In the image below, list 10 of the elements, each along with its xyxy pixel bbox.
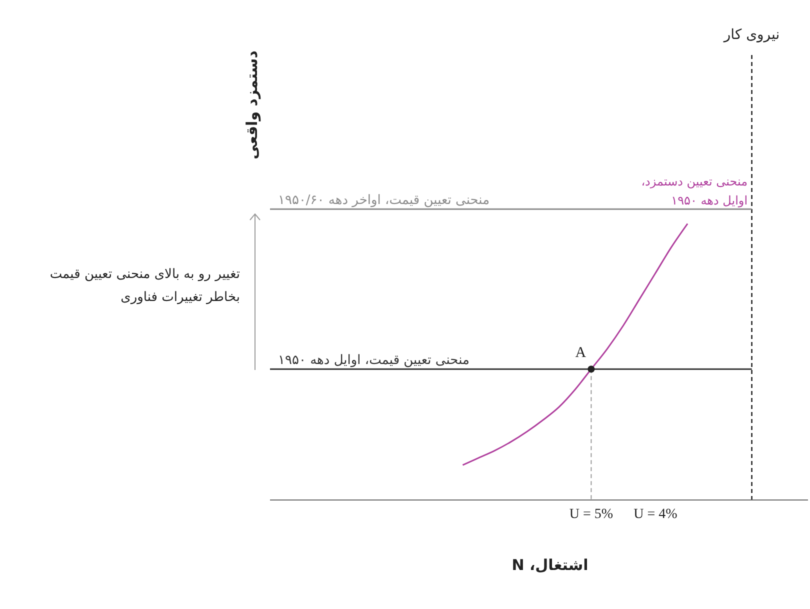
- text: تغییر رو به بالای منحنی تعیین قیمت بخاطر تغییرات فناوری: [48, 266, 240, 307]
- x-axis-title: اشتغال، N: [510, 556, 590, 574]
- annotation: A: [575, 345, 586, 362]
- text: منحنی تعیین دستمزد، اوایل دهه ۱۹۵۰: [641, 174, 748, 208]
- series-label: منحنی تعیین قیمت، اواخر دهه ۱۹۵۰/۶۰: [278, 193, 490, 208]
- x-tick-label: U = 5%: [569, 506, 614, 522]
- text: نیروی کار: [722, 27, 780, 43]
- y-axis-title: دستمزد واقعی: [243, 50, 261, 160]
- series-label: منحنی تعیین قیمت، اوایل دهه ۱۹۵۰: [278, 353, 470, 368]
- x-tick-label: U = 4%: [634, 506, 678, 522]
